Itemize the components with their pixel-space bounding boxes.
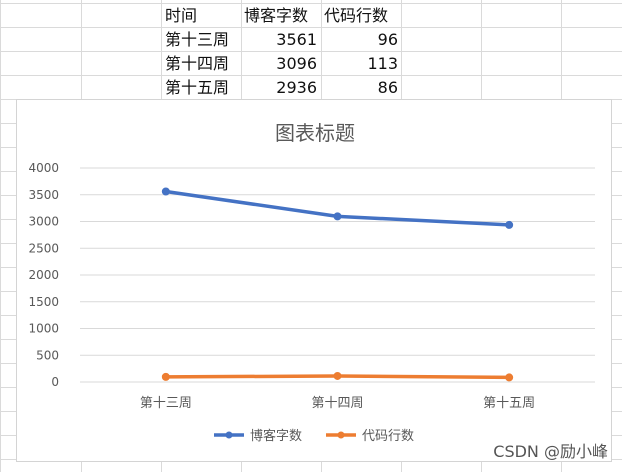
- watermark: CSDN @励小峰: [493, 442, 608, 461]
- data-point: [161, 372, 170, 381]
- chart-area[interactable]: 图表标题 0 500 1000 1500 2000 2500 3000 3500 4000 第十三周…: [16, 99, 612, 462]
- y-tick-label: 2500: [28, 241, 59, 255]
- legend-swatch-marker: [337, 431, 345, 439]
- y-tick-label: 3500: [28, 188, 59, 202]
- y-tick-label: 4000: [28, 161, 59, 175]
- x-tick-label: 第十四周: [311, 396, 363, 411]
- legend-label: 博客字数: [250, 428, 302, 444]
- y-tick-label: 500: [36, 348, 59, 362]
- x-tick-label: 第十五周: [483, 396, 535, 411]
- legend-label: 代码行数: [362, 429, 414, 444]
- line-chart: 图表标题 0 500 1000 1500 2000 2500 3000 3500 4000 第十三周…: [28, 121, 595, 444]
- y-tick-label: 1500: [28, 295, 59, 309]
- table-row: 第十五周 2936 86: [161, 75, 401, 99]
- table-row: 第十三周 3561 96: [161, 27, 401, 51]
- data-point: [333, 371, 342, 380]
- header-cell[interactable]: 博客字数: [244, 6, 309, 25]
- data-point: [333, 212, 342, 221]
- table-cell[interactable]: 86: [377, 78, 398, 97]
- data-point: [161, 187, 170, 196]
- table-cell[interactable]: 3561: [276, 30, 317, 49]
- header-cell[interactable]: 时间: [165, 6, 198, 25]
- legend-swatch-marker: [225, 431, 233, 439]
- table-cell[interactable]: 113: [367, 54, 398, 73]
- table-cell[interactable]: 第十三周: [165, 30, 230, 49]
- data-point: [505, 220, 514, 229]
- table-row: 第十四周 3096 113: [161, 51, 401, 75]
- y-tick-label: 3000: [28, 215, 59, 229]
- header-cell[interactable]: 代码行数: [324, 6, 389, 25]
- table-cell[interactable]: 96: [377, 30, 398, 49]
- table-cell[interactable]: 2936: [276, 78, 317, 97]
- data-point: [505, 373, 514, 382]
- x-tick-label: 第十三周: [140, 396, 192, 411]
- table-cell[interactable]: 3096: [276, 54, 317, 73]
- table-header-row: 时间 博客字数 代码行数: [161, 3, 401, 27]
- table-cell[interactable]: 第十四周: [165, 54, 230, 73]
- y-tick-label: 1000: [28, 322, 59, 336]
- y-tick-label: 0: [51, 375, 59, 389]
- chart-title: 图表标题: [275, 121, 355, 145]
- table-cell[interactable]: 第十五周: [165, 78, 230, 97]
- y-tick-label: 2000: [28, 268, 59, 282]
